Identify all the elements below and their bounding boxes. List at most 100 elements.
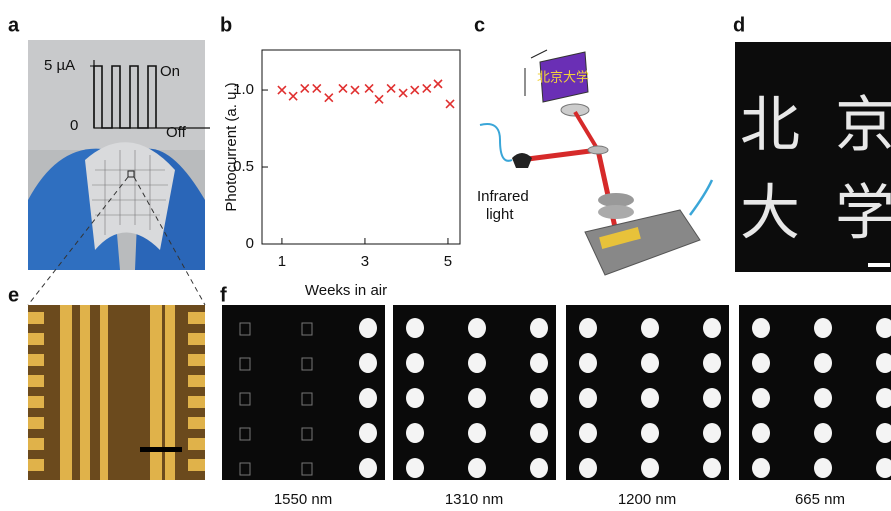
pad (28, 333, 44, 345)
marker (446, 100, 454, 108)
panel-label: b (220, 14, 232, 36)
pixel-bright (703, 423, 721, 443)
photo-a: 5 µA 0 On Off (28, 40, 210, 270)
chart: Weeks in air Photocurrent (a. u.) 0 0.5 1.… (223, 50, 460, 299)
pixel-bright (530, 353, 548, 373)
marker (423, 84, 431, 92)
pixel-bright (468, 423, 486, 443)
marker (289, 92, 297, 100)
x-tick-label: 3 (361, 253, 369, 270)
marker (339, 84, 347, 92)
marker (399, 89, 407, 97)
pad (188, 459, 205, 471)
pixel-bright (641, 353, 659, 373)
y-tick-label: 0.5 (233, 158, 254, 175)
pixel-bright (814, 423, 832, 443)
pixel-bright (579, 318, 597, 338)
pixel-bright (752, 353, 770, 373)
scale-bar (140, 447, 182, 452)
marker (365, 84, 373, 92)
pixel-bright (703, 318, 721, 338)
image-char: 北 (740, 91, 800, 161)
y-tick-label: 1.0 (233, 81, 254, 98)
pixel-bright (641, 458, 659, 478)
pad (28, 375, 44, 387)
electrode (100, 305, 108, 480)
y-axis-label: Photocurrent (a. u.) (223, 82, 240, 211)
image-char: 京 (835, 91, 891, 161)
pixel-bright (814, 318, 832, 338)
marker (411, 86, 419, 94)
marker (325, 94, 333, 102)
pixel-bright (406, 458, 424, 478)
electrode (80, 305, 90, 480)
figure: a b c d e f 5 µA 0 On Off Weeks in air P… (0, 0, 891, 511)
pixel-bright (406, 423, 424, 443)
pixel-bright (406, 388, 424, 408)
marker (387, 84, 395, 92)
pad (28, 417, 44, 429)
pixel-bright (359, 318, 377, 338)
panel-label: f (220, 284, 227, 306)
pixel-bright (359, 423, 377, 443)
marker (313, 84, 321, 92)
mask-text: 北京大学 (537, 69, 589, 84)
pad (28, 459, 44, 471)
pixel-bright (641, 318, 659, 338)
pixel-bright (579, 388, 597, 408)
pixel-bright (579, 458, 597, 478)
pixel-bright (406, 353, 424, 373)
images-f (222, 305, 891, 480)
pad (28, 312, 44, 324)
pixel-bright (703, 458, 721, 478)
caption: Infrared (477, 188, 529, 205)
pixel-bright (703, 388, 721, 408)
pixel-bright (641, 423, 659, 443)
waveform-label: 0 (70, 117, 78, 134)
pad (28, 354, 44, 366)
pixel-bright (814, 458, 832, 478)
pad (188, 312, 205, 324)
marker (278, 86, 286, 94)
pixel-bright (468, 353, 486, 373)
y-tick-label: 0 (246, 235, 254, 252)
panel-label: d (733, 14, 745, 36)
marker (301, 84, 309, 92)
pixel-bright (703, 353, 721, 373)
pixel-bright (579, 423, 597, 443)
caption: light (486, 206, 514, 223)
panel-label: a (8, 14, 20, 36)
pixel-bright (468, 458, 486, 478)
pad (28, 438, 44, 450)
pad (188, 354, 205, 366)
electrode (60, 305, 72, 480)
pad (28, 396, 44, 408)
pixel-bright (752, 458, 770, 478)
electrode (165, 305, 175, 480)
image-d: 北 京 大 学 (735, 42, 891, 272)
electrode (150, 305, 162, 480)
pixel-bright (530, 318, 548, 338)
pad (188, 333, 205, 345)
waveform-label: On (160, 63, 180, 80)
wavelength-label: 1310 nm (445, 491, 503, 508)
pixel-bright (579, 353, 597, 373)
marker (375, 95, 383, 103)
image-char: 学 (835, 179, 891, 249)
pad (188, 396, 205, 408)
pixel-bright (752, 423, 770, 443)
pad (188, 438, 205, 450)
waveform-label: 5 µA (44, 57, 75, 74)
pad (188, 417, 205, 429)
x-axis-label: Weeks in air (305, 282, 387, 299)
pixel-bright (359, 353, 377, 373)
panel-label: e (8, 284, 19, 306)
wavelength-label: 1550 nm (274, 491, 332, 508)
x-tick-label: 1 (278, 253, 286, 270)
wavelength-label: 665 nm (795, 491, 845, 508)
image-char: 大 (740, 179, 800, 249)
pixel-bright (814, 353, 832, 373)
x-tick-label: 5 (444, 253, 452, 270)
image-e (28, 305, 205, 480)
pixel-bright (530, 423, 548, 443)
